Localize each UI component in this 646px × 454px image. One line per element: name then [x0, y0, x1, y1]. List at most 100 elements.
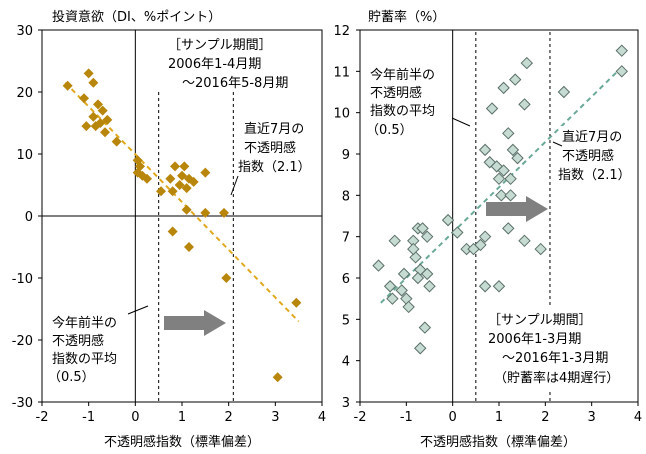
right-data-point	[497, 81, 510, 95]
left-x-tick-label: -2	[36, 410, 49, 425]
left-recent-line1: 直近7月の	[244, 122, 304, 137]
left-data-point	[165, 173, 176, 184]
left-period-line1: 2006年1-4月期	[168, 57, 261, 72]
right-data-point	[495, 189, 508, 202]
right-data-point	[615, 44, 628, 57]
left-y-tick-label: 10	[16, 148, 33, 163]
right-data-point	[416, 222, 429, 235]
right-y-tick-label: 11	[333, 65, 350, 80]
left-data-point	[272, 372, 283, 383]
savings-chart: 貯蓄率（%） 不透明感指数（標準偏差） -2 -1 0 1 2 3 412111098765…	[333, 9, 642, 450]
left-x-tick-label: 4	[318, 410, 326, 425]
right-data-point	[441, 213, 455, 227]
investment-chart: 投資意欲（DI、%ポイント） 不透明感指数（標準偏差） -2 -1 0 1 2 3 4302…	[12, 9, 326, 450]
right-data-point	[478, 143, 492, 157]
left-data-point	[142, 173, 152, 184]
left-data-point	[170, 161, 180, 172]
right-annotations: 今年前半の 不透明感 指数の平均 （0.5） 直近7月の 不透明感 指数（2.1…	[366, 67, 636, 392]
right-data-point	[451, 226, 464, 239]
left-data-point	[184, 242, 194, 252]
right-data-point	[502, 127, 515, 140]
left-data-point	[179, 161, 190, 172]
left-recent-line2: 不透明感	[244, 140, 296, 156]
left-data-point	[221, 273, 232, 283]
left-y-tick-label: -10	[12, 272, 33, 287]
left-data-point	[102, 114, 113, 125]
right-trend-group	[380, 66, 623, 304]
left-x-tick-label: -1	[82, 410, 95, 425]
right-data-point	[478, 280, 492, 293]
left-y-axis-title: 投資意欲（DI、%ポイント）	[52, 9, 221, 25]
left-x-tick-label: 0	[131, 410, 139, 425]
right-data-point	[509, 73, 522, 86]
left-data-point	[97, 105, 108, 116]
left-avg-label-bg	[48, 312, 132, 390]
right-data-point	[383, 280, 397, 293]
left-avg-line3: 指数の平均	[52, 352, 117, 367]
left-avg-leader	[127, 305, 149, 315]
right-x-tick-label: 1	[495, 410, 503, 425]
right-data-point	[497, 164, 510, 177]
right-avg-line2: 不透明感	[370, 85, 422, 101]
left-data-point	[62, 80, 73, 91]
right-period-line2: ～2016年1-3月期	[502, 351, 608, 366]
right-avg-line3: 指数の平均	[370, 104, 435, 119]
right-x-axis-title: 不透明感指数（標準偏差）	[420, 434, 576, 450]
left-data-point	[188, 176, 199, 187]
left-recent-leader	[230, 175, 239, 196]
right-period-title: ［サンプル期間］	[488, 313, 592, 328]
left-data-point	[167, 226, 178, 237]
right-data-point	[492, 172, 506, 186]
left-period-line2: ～2016年5-8月期	[182, 76, 288, 91]
left-data-point	[177, 170, 187, 181]
right-data-point	[502, 222, 515, 235]
right-data-point	[506, 143, 520, 157]
left-recent-line3: 指数（2.1）	[238, 160, 311, 175]
right-data-point	[414, 342, 427, 355]
left-data-point	[174, 180, 185, 190]
left-avg-line1: 今年前半の	[52, 315, 117, 331]
left-data-point	[83, 68, 94, 79]
left-data-point	[88, 111, 99, 122]
right-x-tick-label: 4	[634, 410, 642, 425]
left-data-point	[291, 297, 302, 308]
left-data-point	[219, 207, 229, 218]
left-y-tick-label: -20	[12, 334, 33, 349]
left-data-point	[167, 186, 178, 197]
right-recent-line1: 直近7月の	[562, 130, 622, 145]
right-x-tick-label: 0	[449, 410, 457, 425]
left-data-point	[88, 77, 99, 88]
right-data-point	[483, 156, 496, 169]
right-x-tick-label: -1	[400, 410, 413, 425]
right-recent-line3: 指数（2.1）	[558, 168, 631, 183]
right-shift-arrow-icon	[486, 196, 548, 222]
right-recent-leader	[552, 141, 563, 147]
right-data-point	[504, 189, 517, 202]
right-avg-leader	[451, 117, 471, 127]
right-data-points	[372, 44, 628, 355]
left-data-points	[62, 68, 302, 383]
left-x-axis-title: 不透明感指数（標準偏差）	[104, 434, 260, 450]
right-data-point	[423, 280, 436, 293]
left-period-title: ［サンプル期間］	[168, 38, 272, 53]
right-avg-line1: 今年前半の	[370, 67, 435, 83]
left-x-tick-label: 3	[271, 410, 279, 425]
left-data-point	[156, 186, 166, 197]
right-y-tick-label: 12	[333, 24, 350, 39]
right-y-tick-label: 7	[342, 231, 350, 246]
right-period-line1: 2006年1-3月期	[488, 332, 581, 347]
left-avg-line4: （0.5）	[48, 370, 95, 385]
right-data-point	[504, 172, 517, 186]
right-data-point	[420, 267, 434, 281]
left-x-tick-label: 1	[178, 410, 186, 425]
right-data-point	[397, 267, 411, 281]
left-data-point	[111, 136, 122, 147]
left-y-tick-label: 30	[16, 24, 33, 39]
right-data-point	[407, 242, 420, 256]
right-y-tick-label: 8	[342, 189, 350, 204]
right-data-point	[520, 56, 534, 70]
right-data-point	[518, 234, 531, 248]
